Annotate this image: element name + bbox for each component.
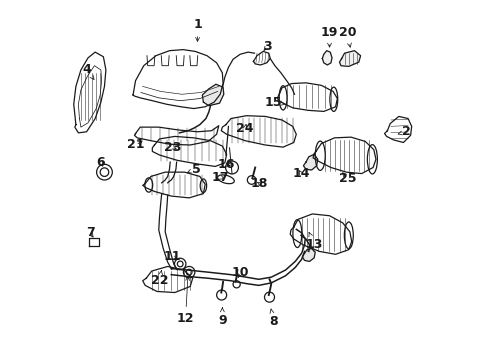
Text: 17: 17	[211, 171, 228, 184]
Polygon shape	[312, 137, 375, 174]
Polygon shape	[253, 51, 270, 65]
Polygon shape	[302, 249, 315, 261]
Polygon shape	[221, 116, 296, 147]
Text: 20: 20	[338, 26, 355, 47]
Text: 18: 18	[250, 177, 267, 190]
Polygon shape	[277, 83, 337, 111]
Text: 9: 9	[218, 308, 226, 327]
Polygon shape	[290, 214, 351, 254]
Text: 21: 21	[126, 139, 144, 152]
Text: 19: 19	[320, 26, 338, 47]
Text: 15: 15	[264, 96, 285, 109]
Text: 10: 10	[231, 266, 248, 279]
Text: 2: 2	[397, 125, 409, 138]
Text: 3: 3	[263, 40, 271, 53]
Polygon shape	[152, 136, 226, 166]
Text: 11: 11	[163, 250, 181, 263]
Text: 23: 23	[163, 141, 181, 154]
Text: 8: 8	[269, 309, 278, 328]
Text: 12: 12	[177, 276, 194, 325]
Text: 13: 13	[305, 232, 322, 251]
Polygon shape	[384, 116, 411, 143]
Text: 25: 25	[338, 172, 355, 185]
Text: 1: 1	[193, 18, 202, 41]
Polygon shape	[303, 154, 317, 170]
Text: 16: 16	[217, 158, 234, 171]
Text: 24: 24	[236, 122, 253, 135]
Text: 14: 14	[292, 167, 309, 180]
Text: 22: 22	[150, 271, 168, 287]
Text: 6: 6	[97, 156, 105, 169]
Polygon shape	[74, 52, 106, 133]
Polygon shape	[322, 51, 331, 65]
Text: 5: 5	[187, 163, 200, 176]
Polygon shape	[202, 84, 224, 106]
Polygon shape	[142, 266, 192, 293]
Text: 7: 7	[85, 226, 94, 239]
Polygon shape	[142, 172, 205, 198]
Text: 4: 4	[82, 63, 94, 79]
Polygon shape	[133, 50, 223, 109]
Polygon shape	[134, 126, 218, 145]
Polygon shape	[339, 51, 360, 66]
Polygon shape	[89, 238, 99, 246]
